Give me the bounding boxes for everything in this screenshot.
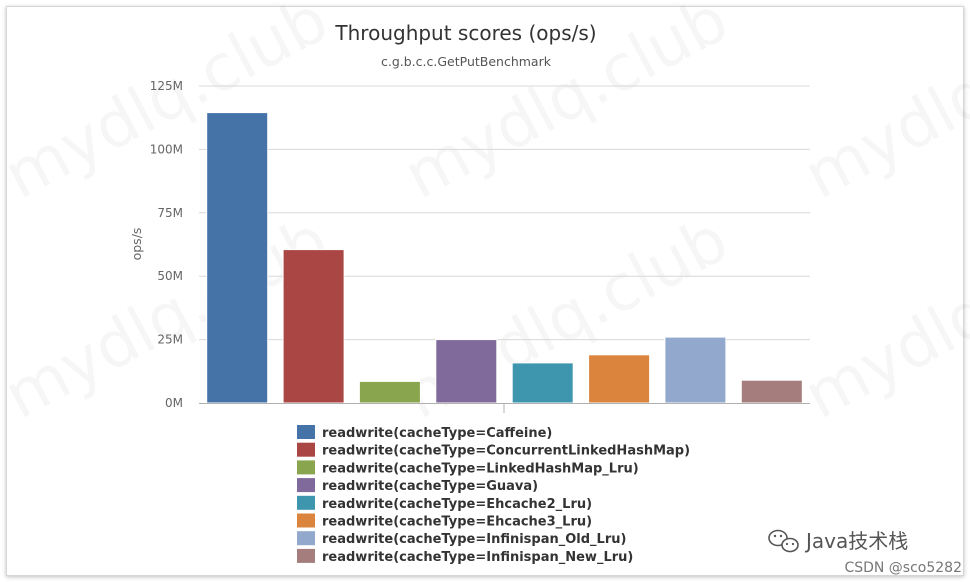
legend-item-2[interactable]: readwrite(cacheType=LinkedHashMap_Lru) <box>322 461 639 476</box>
y-tick-label: 0M <box>165 396 183 410</box>
legend-swatch <box>297 460 315 475</box>
y-axis-ticks: 0M 25M 50M 75M 100M 125M <box>150 79 183 410</box>
chart-subtitle: c.g.b.c.c.GetPutBenchmark <box>381 54 552 69</box>
legend-item-4[interactable]: readwrite(cacheType=Ehcache2_Lru) <box>322 497 592 512</box>
bar-7[interactable] <box>740 379 803 404</box>
watermark-text: mydlq.club <box>793 0 970 214</box>
bar-2[interactable] <box>358 380 421 404</box>
chart-title: Throughput scores (ops/s) <box>334 21 596 45</box>
y-tick-label: 25M <box>157 333 183 347</box>
wechat-icon <box>768 529 799 553</box>
legend-swatch <box>297 425 315 439</box>
legend: readwrite(cacheType=Caffeine) readwrite(c… <box>297 425 690 565</box>
bar-0[interactable] <box>206 112 269 404</box>
bar-3[interactable] <box>435 339 498 404</box>
brand-text: Java技术栈 <box>804 529 908 553</box>
watermark-text: mydlq.club <box>793 203 970 434</box>
bar-5[interactable] <box>588 354 651 404</box>
legend-swatch <box>297 531 315 546</box>
bar-1[interactable] <box>282 249 345 404</box>
y-axis-label: ops/s <box>129 228 144 261</box>
bar-6[interactable] <box>664 336 727 404</box>
legend-item-0[interactable]: readwrite(cacheType=Caffeine) <box>322 426 552 441</box>
chart-frame <box>6 6 964 576</box>
legend-swatch <box>297 495 315 510</box>
y-tick-label: 125M <box>150 79 183 93</box>
legend-item-3[interactable]: readwrite(cacheType=Guava) <box>322 479 538 494</box>
bars <box>206 112 803 404</box>
legend-item-1[interactable]: readwrite(cacheType=ConcurrentLinkedHash… <box>322 444 690 459</box>
csdn-text: CSDN @sco5282 <box>844 560 962 576</box>
watermark-text: mydlq.club <box>0 0 340 214</box>
legend-item-5[interactable]: readwrite(cacheType=Ehcache3_Lru) <box>322 515 592 530</box>
bar-4[interactable] <box>511 362 574 404</box>
legend-swatch <box>297 442 315 457</box>
brand-watermark: Java技术栈 CSDN @sco5282 <box>768 529 962 576</box>
legend-swatch <box>297 478 315 493</box>
legend-swatch <box>297 548 315 563</box>
legend-item-6[interactable]: readwrite(cacheType=Infinispan_Old_Lru) <box>322 532 626 547</box>
legend-item-7[interactable]: readwrite(cacheType=Infinispan_New_Lru) <box>322 550 633 565</box>
y-tick-label: 75M <box>157 206 183 220</box>
y-tick-label: 50M <box>157 269 183 283</box>
y-tick-label: 100M <box>150 142 183 156</box>
legend-swatch <box>297 513 315 528</box>
